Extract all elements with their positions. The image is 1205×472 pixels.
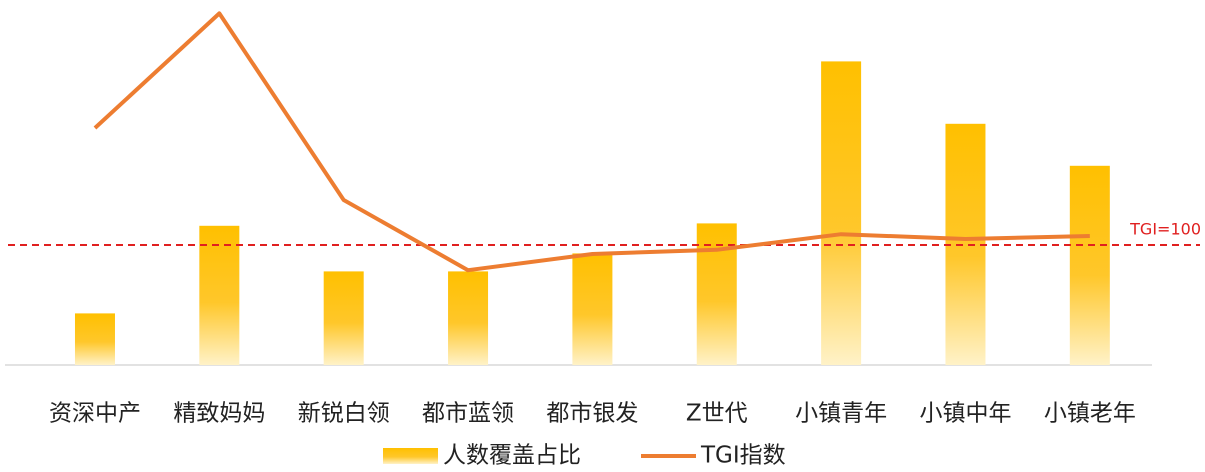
bar xyxy=(448,271,489,365)
line xyxy=(93,11,1090,273)
bar xyxy=(945,123,986,365)
x-tick-label: 都市蓝领 xyxy=(422,401,514,427)
bar xyxy=(199,225,240,365)
x-tick-label: 小镇青年 xyxy=(795,401,887,427)
reference-label: TGI=100 xyxy=(1129,220,1201,239)
x-tick-label: 小镇中年 xyxy=(919,401,1011,427)
legend-swatch xyxy=(383,448,438,464)
x-tick-label: 新锐白领 xyxy=(298,401,390,427)
bar xyxy=(572,253,613,365)
x-tick-label: Z世代 xyxy=(686,401,748,427)
x-tick-label: 精致妈妈 xyxy=(173,401,265,427)
bar xyxy=(821,61,862,366)
x-tick-label: 资深中产 xyxy=(49,401,141,427)
legend-label: TGI指数 xyxy=(700,443,786,469)
x-tick-label: 都市银发 xyxy=(546,401,638,427)
bar xyxy=(74,313,115,365)
bar xyxy=(323,271,364,365)
x-tick-label: 小镇老年 xyxy=(1044,401,1136,427)
bar xyxy=(1069,165,1110,365)
legend-label: 人数覆盖占比 xyxy=(443,443,581,469)
